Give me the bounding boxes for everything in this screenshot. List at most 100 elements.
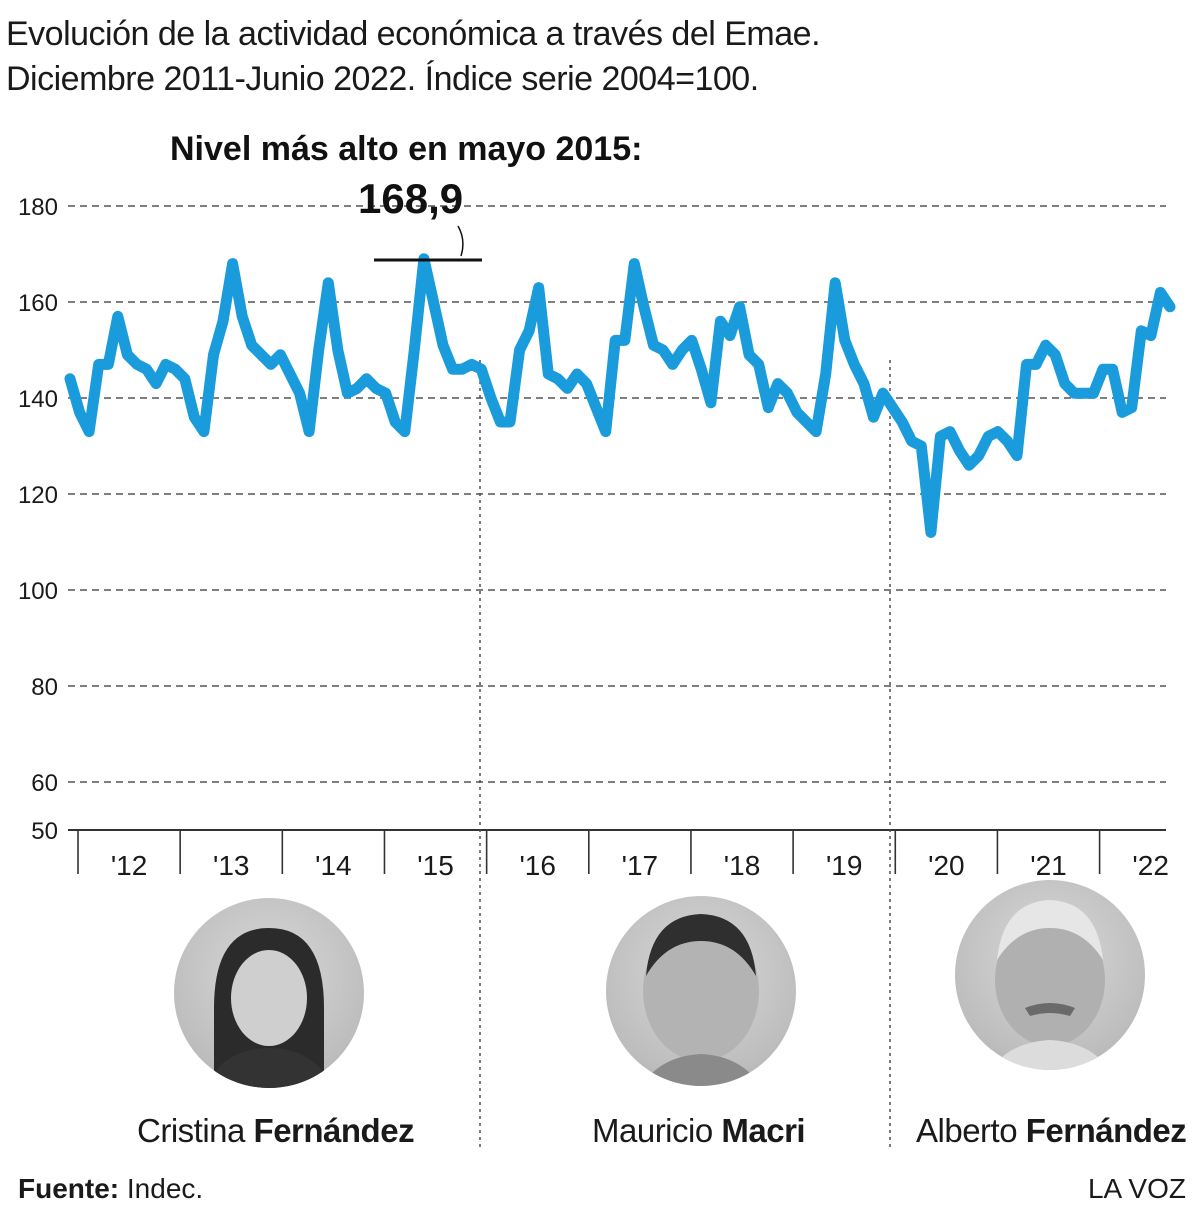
data-point [935,431,945,441]
data-point [907,436,917,446]
data-point [658,345,668,355]
data-point [161,359,171,369]
x-tick-label: '12 [111,850,148,881]
portrait-alberto-fernandez [955,880,1145,1070]
x-axis: '12 '13 '14 '15 '16 '17 '18 '19 '20 '21 '22 [68,829,1169,881]
data-point [237,311,247,321]
data-point [314,345,324,355]
data-point [677,345,687,355]
series-line-emae [64,253,1176,538]
data-point [94,359,104,369]
data-point [247,340,257,350]
data-point [438,340,448,350]
data-point [763,403,773,413]
data-point [409,345,419,355]
data-point [1146,331,1156,341]
data-point [362,374,371,384]
data-point [591,403,601,413]
data-point [916,441,926,451]
data-point [897,417,907,427]
data-point [103,359,113,369]
y-axis-ticks: 180 160 140 120 100 80 60 50 [18,194,58,845]
data-point [132,359,142,369]
data-point [582,379,591,389]
data-point [381,388,391,398]
portrait-mauricio-macri [606,896,796,1086]
data-point [151,379,161,389]
data-point [983,431,993,441]
first-name: Cristina [137,1112,245,1149]
data-point [696,364,706,374]
y-tick-label: 50 [31,818,58,845]
last-name: Macri [721,1112,806,1149]
data-point [610,335,620,345]
data-point [429,297,438,307]
data-point [754,359,764,369]
first-name: Mauricio [592,1112,713,1149]
data-point [1050,350,1060,360]
data-point [1031,359,1041,369]
grid-layer [68,205,1166,783]
data-point [926,527,936,537]
x-tick-label: '16 [519,850,556,881]
data-point [668,359,678,369]
y-tick-label: 60 [31,770,58,797]
data-point [821,369,831,379]
data-point [620,335,630,345]
data-point [782,388,792,398]
x-tick-label: '21 [1030,850,1067,881]
peak-leader-line [457,225,464,257]
data-point [524,326,534,336]
data-point [1127,403,1137,413]
data-point [371,383,381,393]
peak-annotation-label: Nivel más alto en mayo 2015: [170,130,642,168]
data-point [1079,388,1089,398]
data-point [878,388,888,398]
data-point [534,283,544,293]
data-point [715,316,725,326]
data-point [199,427,209,437]
peak-annotation-value: 168,9 [358,175,463,222]
x-tick-label: '13 [213,850,250,881]
data-point [1108,364,1118,374]
data-point [495,417,505,427]
data-point [323,278,333,288]
data-point [342,388,352,398]
data-point [1098,364,1108,374]
data-point [515,345,525,355]
data-point [859,379,869,389]
data-point [448,364,458,374]
data-point [352,383,362,393]
x-tick-label: '18 [724,850,761,881]
data-point [1060,379,1070,389]
data-point [974,451,984,461]
data-point [706,398,716,408]
brand-logo-text: LA VOZ [1087,1173,1186,1204]
data-point [1069,388,1079,398]
line-chart: 180 160 140 120 100 80 60 50 '12 '13 '14 '15 '16 '17… [18,130,1176,1150]
term-dividers [479,360,891,1150]
data-point [467,359,477,369]
y-tick-label: 80 [31,674,58,701]
data-point [218,316,228,326]
data-point [849,359,859,369]
data-point [1002,436,1012,446]
data-point [1022,359,1031,369]
y-tick-label: 160 [18,290,58,317]
data-point [457,364,467,374]
source-credit: Fuente: Indec. [18,1173,203,1205]
data-point [735,302,745,312]
data-point [830,278,840,288]
last-name: Fernández [253,1112,415,1149]
data-point [945,427,955,437]
data-point [639,302,649,312]
data-point [295,388,305,398]
president-name-macri: Mauricio Macri [592,1112,806,1150]
y-tick-label: 120 [18,482,58,509]
data-point [1155,287,1165,297]
source-name: Indec. [126,1173,204,1204]
data-point [811,427,821,437]
data-point [773,379,783,389]
data-point [869,412,878,422]
data-point [333,345,343,355]
